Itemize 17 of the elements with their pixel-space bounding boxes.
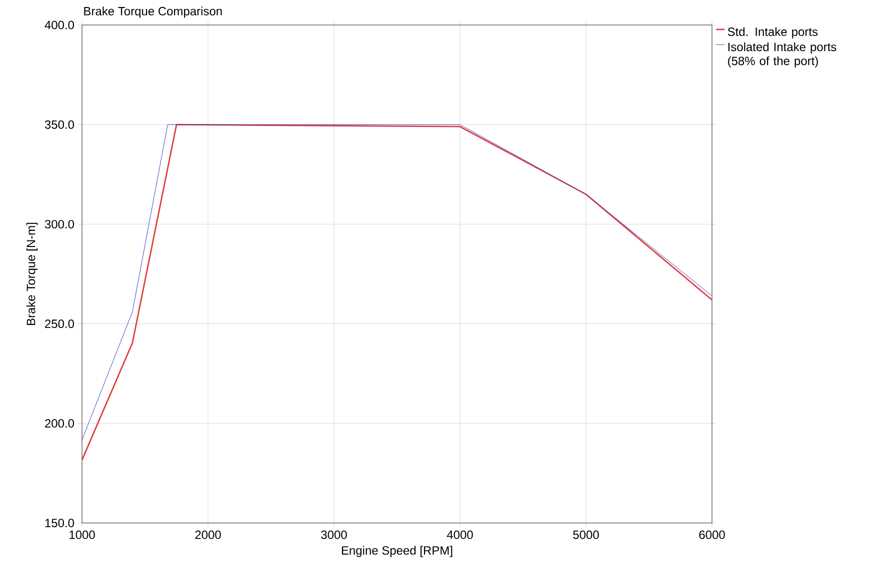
- y-tick-label: 350.0: [44, 120, 74, 129]
- y-tick-label: 300.0: [44, 220, 74, 228]
- x-tick-label: 5000: [573, 530, 599, 540]
- chart-title: Brake Torque Comparison: [84, 6, 222, 18]
- x-tick-label: 4000: [446, 530, 473, 540]
- legend-label: Isolated Intake ports (58% of the port): [728, 42, 836, 68]
- y-tick-label: 150.0: [45, 518, 74, 528]
- y-tick-label: 250.0: [45, 320, 74, 328]
- x-axis-title: Engine Speed [RPM]: [342, 546, 452, 558]
- x-tick-label: 3000: [321, 530, 347, 540]
- y-tick-label: 400.0: [44, 20, 74, 30]
- y-tick-label: 200.0: [45, 419, 74, 428]
- x-tick-label: 6000: [699, 530, 725, 540]
- y-axis-title: Brake Torque [N-m]: [26, 222, 38, 326]
- x-tick-label: 1000: [70, 530, 95, 540]
- x-tick-label: 2000: [195, 530, 221, 540]
- legend-label: Std. Intake ports: [728, 27, 818, 38]
